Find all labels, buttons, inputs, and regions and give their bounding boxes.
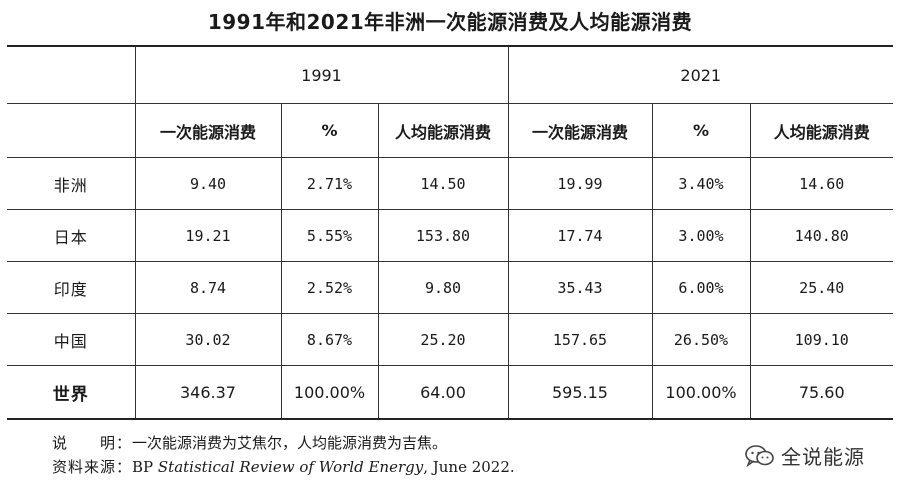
table-cell: 5.55% xyxy=(281,209,379,262)
table-cell: 346.37 xyxy=(135,365,282,420)
table-cell: 153.80 xyxy=(378,209,509,262)
table-cell: 64.00 xyxy=(378,365,509,420)
table-cell: 26.50% xyxy=(652,313,751,366)
table-cell: 8.74 xyxy=(135,261,282,314)
table-cell: 35.43 xyxy=(508,261,653,314)
note-label: 说 明： xyxy=(52,434,133,452)
col-header-percapita-1991: 人均能源消费 xyxy=(378,103,509,158)
source-title: Statistical Review of World Energy xyxy=(157,458,424,476)
table-row: 中国 30.02 8.67% 25.20 157.65 26.50% 109.1… xyxy=(7,313,894,366)
table-cell: 8.67% xyxy=(281,313,379,366)
table-cell: 2.52% xyxy=(281,261,379,314)
table-cell: 9.80 xyxy=(378,261,509,314)
year-header-row: 1991 2021 xyxy=(7,45,894,104)
row-label: 日本 xyxy=(7,209,136,262)
table-cell: 9.40 xyxy=(135,157,282,210)
table-cell: 25.20 xyxy=(378,313,509,366)
col-header-primary-1991: 一次能源消费 xyxy=(135,103,282,158)
table-row: 非洲 9.40 2.71% 14.50 19.99 3.40% 14.60 xyxy=(7,157,894,210)
col-header-percapita-2021: 人均能源消费 xyxy=(750,103,894,158)
table-cell: 19.21 xyxy=(135,209,282,262)
watermark-brand: 全说能源 xyxy=(745,441,865,470)
note-text: 一次能源消费为艾焦尔，人均能源消费为吉焦。 xyxy=(132,434,448,452)
col-header-primary-2021: 一次能源消费 xyxy=(508,103,653,158)
page-title: 1991年和2021年非洲一次能源消费及人均能源消费 xyxy=(207,10,693,34)
source-prefix: BP xyxy=(132,458,158,476)
table-cell: 14.50 xyxy=(378,157,509,210)
row-label: 中国 xyxy=(7,313,136,366)
note-source: 资料来源：BP Statistical Review of World Ener… xyxy=(52,456,515,477)
table-cell: 109.10 xyxy=(750,313,894,366)
table-cell: 75.60 xyxy=(750,365,894,420)
year-2021-header: 2021 xyxy=(508,45,894,104)
source-label: 资料来源： xyxy=(52,458,133,476)
table-cell: 157.65 xyxy=(508,313,653,366)
energy-table: 1991 2021 一次能源消费 % 人均能源消费 一次能源消费 % 人均能源消… xyxy=(7,45,894,420)
table-cell: 3.00% xyxy=(652,209,751,262)
col-header-share-2021: % xyxy=(652,103,751,158)
table-cell: 30.02 xyxy=(135,313,282,366)
year-1991-header: 1991 xyxy=(135,45,509,104)
table-cell: 19.99 xyxy=(508,157,653,210)
corner-cell xyxy=(7,103,136,158)
table-cell: 6.00% xyxy=(652,261,751,314)
row-label: 世界 xyxy=(7,365,136,420)
table-cell: 100.00% xyxy=(281,365,379,420)
table-cell: 2.71% xyxy=(281,157,379,210)
table-row-total: 世界 346.37 100.00% 64.00 595.15 100.00% 7… xyxy=(7,365,894,420)
source-suffix: , June 2022. xyxy=(423,458,515,476)
table-cell: 17.74 xyxy=(508,209,653,262)
table-cell: 3.40% xyxy=(652,157,751,210)
table-cell: 25.40 xyxy=(750,261,894,314)
wechat-icon xyxy=(745,444,775,468)
table-cell: 595.15 xyxy=(508,365,653,420)
column-header-row: 一次能源消费 % 人均能源消费 一次能源消费 % 人均能源消费 xyxy=(7,103,894,158)
brand-name: 全说能源 xyxy=(781,445,865,469)
table-row: 日本 19.21 5.55% 153.80 17.74 3.00% 140.80 xyxy=(7,209,894,262)
corner-cell xyxy=(7,45,136,104)
col-header-share-1991: % xyxy=(281,103,379,158)
table-cell: 140.80 xyxy=(750,209,894,262)
table-cell: 14.60 xyxy=(750,157,894,210)
table-cell: 100.00% xyxy=(652,365,751,420)
table-row: 印度 8.74 2.52% 9.80 35.43 6.00% 25.40 xyxy=(7,261,894,314)
note-explanation: 说 明：一次能源消费为艾焦尔，人均能源消费为吉焦。 xyxy=(52,432,447,453)
row-label: 印度 xyxy=(7,261,136,314)
row-label: 非洲 xyxy=(7,157,136,210)
